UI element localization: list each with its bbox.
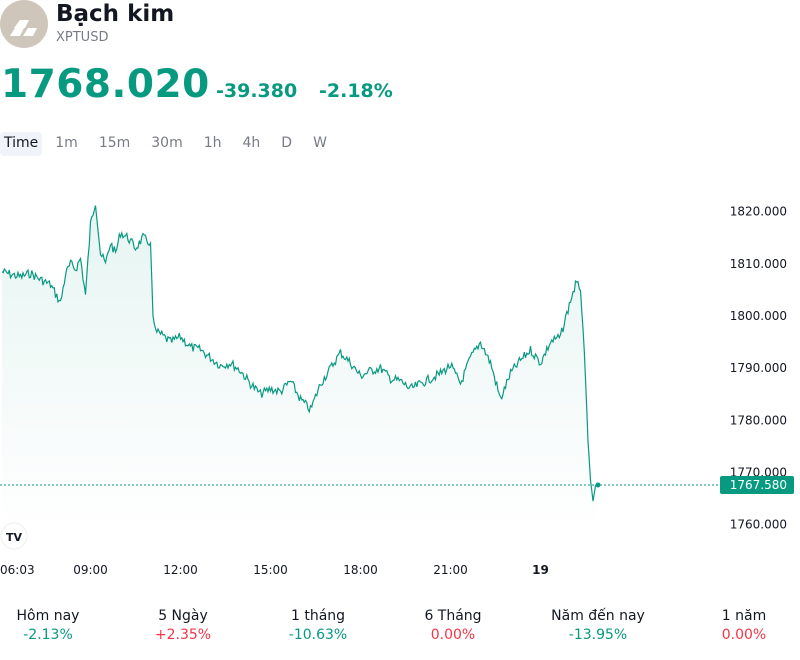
x-tick-label: 09:00 [73, 563, 108, 577]
tab-1m[interactable]: 1m [55, 135, 78, 151]
y-tick-label: 1780.000 [730, 413, 787, 427]
y-tick-label: 1800.000 [730, 309, 787, 323]
symbol-name: Bạch kim [56, 1, 175, 27]
tab-4h[interactable]: 4h [242, 135, 261, 151]
perf-label: 5 Ngày [158, 608, 208, 624]
symbol-header: Bạch kim XPTUSD [0, 0, 800, 56]
price-chart-svg[interactable]: 1820.000 1810.000 1800.000 1790.000 1780.000… [0, 160, 800, 590]
perf-ytd[interactable]: Năm đến nay -13.95% [549, 608, 647, 643]
price-change: -39.380 [216, 80, 298, 102]
y-tick-label: 1810.000 [730, 257, 787, 271]
tab-1h[interactable]: 1h [203, 135, 222, 151]
perf-label: Hôm nay [16, 608, 80, 624]
perf-label: 6 Tháng [424, 608, 482, 624]
tradingview-logo-icon[interactable]: TV [0, 522, 28, 550]
price-change-percent: -2.18% [319, 80, 393, 102]
perf-value: 0.00% [721, 627, 767, 643]
tab-w[interactable]: W [313, 135, 327, 151]
y-tick-label: 1820.000 [730, 205, 787, 219]
perf-today[interactable]: Hôm nay -2.13% [12, 608, 84, 643]
perf-label: 1 tháng [290, 608, 346, 624]
tab-15m[interactable]: 15m [98, 135, 131, 151]
quote-row: 1768.020 -39.380 -2.18% [0, 62, 800, 110]
price-area-fill [2, 205, 598, 530]
platinum-bars-icon [0, 0, 48, 48]
last-price-dot [595, 482, 601, 488]
performance-bar: Hôm nay -2.13% 5 Ngày +2.35% 1 tháng -10… [0, 608, 800, 652]
x-tick-label: 12:00 [163, 563, 198, 577]
tab-time[interactable]: Time [0, 132, 43, 156]
perf-label: 1 năm [721, 608, 767, 624]
price-series-line [1, 205, 599, 502]
perf-label: Năm đến nay [551, 608, 645, 624]
interval-tabs: Time 1m 15m 30m 1h 4h D W [0, 132, 340, 156]
last-price-tag [720, 476, 794, 494]
y-tick-label: 1760.000 [730, 518, 787, 532]
perf-value: -2.13% [23, 627, 73, 643]
perf-1m[interactable]: 1 tháng -10.63% [282, 608, 354, 643]
x-tick-label: 21:00 [433, 563, 468, 577]
perf-value: 0.00% [430, 627, 476, 643]
y-tick-label: 1790.000 [730, 361, 787, 375]
x-tick-label: 18:00 [343, 563, 378, 577]
symbol-ticker: XPTUSD [56, 30, 109, 45]
last-price: 1768.020 [1, 62, 210, 107]
svg-text:TV: TV [6, 531, 23, 544]
x-tick-label: 15:00 [253, 563, 288, 577]
price-chart[interactable]: 1820.000 1810.000 1800.000 1790.000 1780.000… [0, 160, 800, 590]
perf-6m[interactable]: 6 Tháng 0.00% [418, 608, 488, 643]
tab-30m[interactable]: 30m [151, 135, 183, 151]
x-tick-label: 19 [532, 563, 549, 577]
x-tick-label: 06:03 [0, 563, 35, 577]
y-tick-label: 1770.000 [730, 465, 787, 479]
last-price-tag-label: 1767.580 [730, 478, 787, 492]
perf-value: -10.63% [288, 627, 348, 643]
tab-d[interactable]: D [281, 135, 293, 151]
perf-1y[interactable]: 1 năm 0.00% [716, 608, 772, 643]
perf-value: +2.35% [154, 627, 212, 643]
perf-5d[interactable]: 5 Ngày +2.35% [148, 608, 218, 643]
perf-value: -13.95% [568, 627, 628, 643]
